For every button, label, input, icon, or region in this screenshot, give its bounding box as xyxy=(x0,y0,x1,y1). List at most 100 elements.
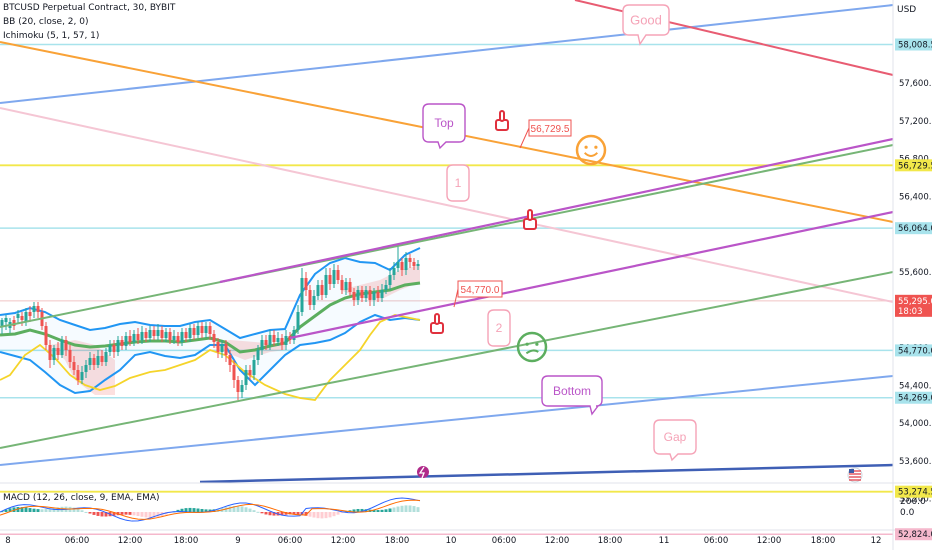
time-tick-label: 06:00 xyxy=(65,536,90,546)
candle xyxy=(12,316,16,330)
candle-body xyxy=(20,316,24,320)
candle-body xyxy=(348,282,352,292)
wry-face-icon-eye-left xyxy=(525,342,529,346)
candle-body xyxy=(208,326,212,334)
macd-histogram-bar xyxy=(380,509,384,512)
candle-body xyxy=(408,258,412,262)
candle-body xyxy=(272,335,276,342)
price-tick-label: 55,600.0 xyxy=(899,268,932,278)
candle-body xyxy=(396,262,400,268)
price-label-box xyxy=(895,528,932,541)
bb-legend[interactable]: BB (20, close, 2, 0) xyxy=(3,17,89,27)
macd-histogram-bar xyxy=(80,510,84,512)
candle-body xyxy=(68,350,72,362)
candle xyxy=(96,350,100,368)
candle xyxy=(352,288,356,306)
candle xyxy=(68,345,72,368)
candle-body xyxy=(76,370,80,380)
price-tick-label: 54,400.0 xyxy=(899,381,932,391)
macd-histogram-bar xyxy=(236,505,240,512)
price-label-text: 56,064.0 xyxy=(898,224,932,234)
candle-body xyxy=(344,282,348,290)
candle-body xyxy=(148,330,152,338)
candle xyxy=(104,348,108,366)
candle xyxy=(136,328,140,344)
candle-body xyxy=(176,336,180,342)
price-callout-upper: 56,729.5 xyxy=(519,119,572,149)
candle xyxy=(188,324,192,342)
macd-histogram-bar xyxy=(328,512,332,518)
candle xyxy=(60,336,64,358)
bb-upper-band xyxy=(0,247,421,340)
ichimoku-lagging-line xyxy=(0,314,421,401)
candle xyxy=(204,322,208,338)
currency-label[interactable]: USD xyxy=(897,5,917,15)
candle xyxy=(72,356,76,375)
candle-body xyxy=(340,280,344,290)
annotation-1-text: 1 xyxy=(455,176,462,190)
annotation-good-shape xyxy=(622,4,670,46)
candle-body xyxy=(116,340,120,352)
time-tick-label: 9 xyxy=(235,536,240,546)
macd-histogram-bar xyxy=(52,507,56,512)
candle-body xyxy=(156,330,160,336)
annotation-gap: Gap xyxy=(653,419,697,462)
macd-histogram-bar xyxy=(188,507,192,512)
candle-body xyxy=(292,330,296,340)
candle xyxy=(180,328,184,346)
candle-body xyxy=(44,326,48,345)
candle xyxy=(192,324,196,340)
annotation-bottom-shape xyxy=(541,375,603,416)
macd-histogram-bar xyxy=(4,509,8,512)
macd-histogram-bar xyxy=(292,512,296,515)
candle xyxy=(260,335,264,355)
candle xyxy=(308,285,312,310)
ichimoku-legend[interactable]: Ichimoku (5, 1, 57, 1) xyxy=(3,31,100,41)
macd-tick-label: 0.0 xyxy=(900,508,915,518)
macd-histogram-bar xyxy=(272,512,276,516)
candle xyxy=(88,352,92,370)
wry-face-icon-outline xyxy=(516,331,548,363)
symbol-legend[interactable]: BTCUSD Perpetual Contract, 30, BYBIT xyxy=(3,3,176,13)
macd-legend[interactable]: MACD (12, 26, close, 9, EMA, EMA) xyxy=(3,493,160,503)
candle-body xyxy=(204,326,208,333)
candle xyxy=(284,330,288,350)
time-tick-label: 18:00 xyxy=(811,536,836,546)
macd-histogram-bar xyxy=(304,512,308,516)
price-label-box xyxy=(895,294,932,317)
candle xyxy=(228,350,232,372)
macd-histogram-bar xyxy=(324,512,328,519)
macd-histogram-bar xyxy=(336,512,340,515)
candle xyxy=(280,334,284,350)
macd-histogram-bar xyxy=(308,512,312,517)
price-callout-lower-text: 54,770.0 xyxy=(461,285,500,296)
candle-body xyxy=(296,312,300,330)
candle-body xyxy=(416,264,420,266)
candle-body xyxy=(392,268,396,275)
candle xyxy=(256,345,260,365)
candle xyxy=(76,365,80,385)
candle xyxy=(216,338,220,358)
annotation-gap-text: Gap xyxy=(664,430,687,444)
candle xyxy=(148,326,152,342)
candle-body xyxy=(268,335,272,345)
candle xyxy=(176,332,180,346)
candle-body xyxy=(132,334,136,342)
candle-body xyxy=(184,332,188,338)
lightning-marker-bolt xyxy=(418,466,425,479)
candle-body xyxy=(48,345,52,360)
trend-blue-upper xyxy=(0,4,894,104)
candle-body xyxy=(60,340,64,355)
candle-body xyxy=(88,358,92,365)
macd-histogram-bar xyxy=(20,507,24,512)
candle-body xyxy=(52,348,56,360)
price-callout-upper-text: 56,729.5 xyxy=(531,124,570,135)
candle xyxy=(300,268,304,316)
candle xyxy=(364,286,368,302)
candle xyxy=(144,328,148,342)
hand-pointer-icon-1 xyxy=(495,110,509,131)
smiley-face-icon xyxy=(575,134,607,166)
candle-body xyxy=(152,330,156,336)
trend-pink xyxy=(0,107,894,303)
